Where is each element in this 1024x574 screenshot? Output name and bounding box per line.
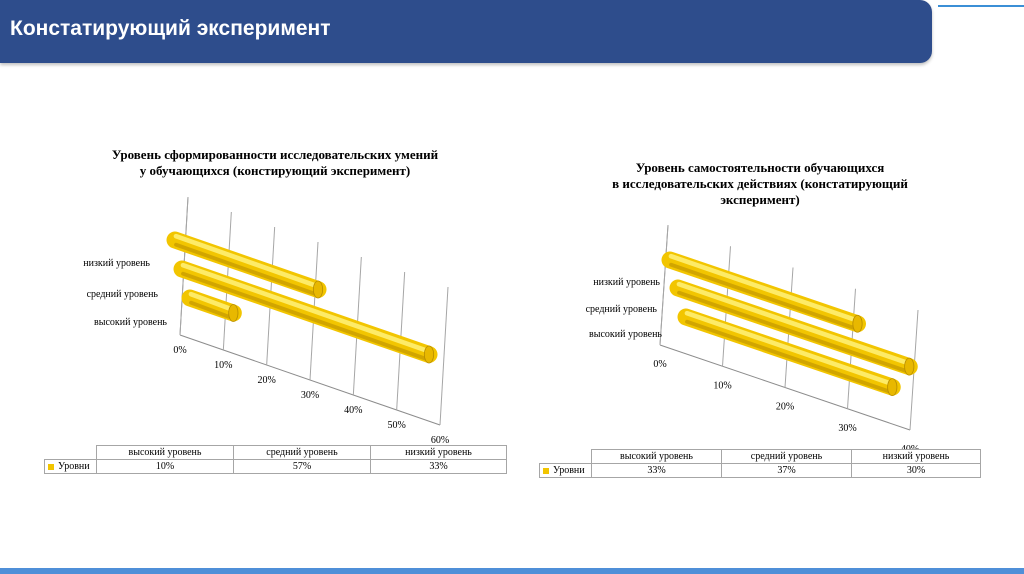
bar (677, 308, 901, 396)
x-tick-label: 30% (301, 390, 319, 401)
bar-shade (685, 319, 893, 394)
table-value-cell: 33% (370, 459, 507, 474)
legend-swatch (48, 463, 54, 470)
slide-header: Констатирующий эксперимент (0, 0, 932, 63)
table-value-cell: 33% (591, 463, 722, 478)
chart-1-data-table: высокий уровень средний уровень низкий у… (44, 445, 507, 474)
x-tick-label: 20% (257, 375, 275, 386)
x-tick-label: 10% (214, 360, 232, 371)
x-tick-label: 40% (901, 444, 919, 450)
bar-shade (174, 242, 318, 297)
bottom-bar (0, 568, 1024, 574)
category-label: низкий уровень (83, 258, 150, 269)
bar-end-cap (312, 280, 324, 299)
legend-swatch (543, 467, 549, 474)
table-value-cell: 37% (721, 463, 852, 478)
table-header-cell: низкий уровень (370, 445, 507, 460)
bar (181, 289, 242, 322)
x-tick-label: 10% (713, 380, 731, 391)
x-tick-label: 20% (776, 402, 794, 413)
bar-end-cap (852, 314, 863, 333)
chart-1-title: Уровень сформированности исследовательск… (60, 147, 490, 179)
bar (669, 279, 918, 376)
bar-highlight (684, 310, 893, 386)
chart-2-plot: 0% 10% 20% 30% 40% низкий уровень средний уров… (586, 224, 919, 450)
category-label: средний уровень (586, 304, 658, 315)
bar-highlight (188, 291, 234, 312)
chart-1-title-line-1: Уровень сформированности исследовательск… (111, 147, 439, 162)
category-label: высокий уровень (589, 329, 662, 340)
table-value-cell: 30% (851, 463, 981, 478)
bar-end-cap (423, 345, 435, 364)
accent-line (938, 5, 1024, 7)
bar (661, 251, 866, 333)
x-tick-label: 60% (431, 435, 449, 445)
bar-highlight (173, 233, 319, 289)
bar-end-cap (904, 357, 915, 376)
bar-end-cap (228, 304, 239, 322)
bar-highlight (668, 253, 858, 323)
chart-2-title-line-2: в исследовательских действиях (констатир… (612, 176, 908, 191)
bar-shade (677, 290, 910, 374)
chart-2-title-line-3: эксперимент) (720, 192, 800, 207)
table-header-cell: высокий уровень (96, 445, 234, 460)
chart-1-plot: 0% 10% 20% 30% 40% 50% 60% низкий уровень средни… (83, 196, 449, 445)
category-label: средний уровень (87, 289, 159, 300)
series-name: Уровни (58, 461, 90, 472)
table-header-cell: средний уровень (233, 445, 371, 460)
chart-2-title-line-1: Уровень самостоятельности обучающихся (635, 160, 885, 175)
category-label: низкий уровень (593, 277, 660, 288)
bar (166, 231, 327, 298)
x-tick-label: 0% (173, 345, 186, 356)
table-header-cell: средний уровень (721, 449, 852, 464)
bar-shade (669, 262, 858, 331)
x-tick-label: 50% (387, 420, 405, 431)
x-tick-label: 30% (838, 423, 856, 434)
bar-shade (189, 300, 234, 320)
table-header-cell: высокий уровень (591, 449, 722, 464)
table-value-cell: 10% (96, 459, 234, 474)
series-name: Уровни (553, 465, 585, 476)
slide-title: Констатирующий эксперимент (10, 17, 331, 40)
x-tick-label: 40% (344, 405, 362, 416)
category-label: высокий уровень (94, 317, 167, 328)
bar (173, 260, 438, 363)
table-header-cell: низкий уровень (851, 449, 981, 464)
gridline-floor (659, 224, 669, 346)
x-tick-label: 0% (653, 359, 666, 370)
bar-end-cap (887, 378, 898, 397)
chart-1-title-line-2: у обучающихся (констирующий эксперимент) (139, 163, 411, 178)
bar-highlight (676, 281, 910, 366)
table-series-label: Уровни (539, 463, 592, 478)
gridline-floor (439, 286, 449, 426)
bar-highlight (180, 262, 430, 354)
table-series-label: Уровни (44, 459, 97, 474)
bar-shade (181, 271, 429, 362)
table-value-cell: 57% (233, 459, 371, 474)
chart-2-data-table: высокий уровень средний уровень низкий у… (539, 449, 981, 478)
chart-2-title: Уровень самостоятельности обучающихся в … (540, 160, 980, 208)
